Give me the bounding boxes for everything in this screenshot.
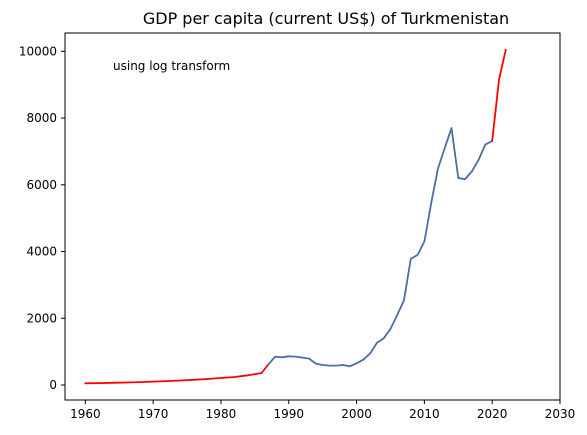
x-tick-label: 2020	[477, 407, 508, 421]
y-tick-label: 0	[49, 378, 57, 392]
series-line-estimated-early	[84, 363, 270, 385]
x-tick-label: 2000	[341, 407, 372, 421]
chart-title: GDP per capita (current US$) of Turkmeni…	[143, 9, 509, 28]
y-tick-label: 10000	[19, 44, 57, 58]
y-tick-label: 2000	[26, 311, 57, 325]
x-tick-label: 2030	[545, 407, 576, 421]
plot-frame	[64, 32, 561, 401]
plot-area	[84, 48, 507, 385]
y-tick-label: 4000	[26, 245, 57, 259]
x-tick-label: 1970	[138, 407, 169, 421]
series-line-estimated-late	[491, 48, 507, 142]
axes: 1960 1970 1980 1990 2000 2010 2020 2030 0 2000 400…	[19, 32, 576, 421]
x-tick-label: 1990	[273, 407, 304, 421]
x-tick-label: 1980	[206, 407, 237, 421]
chart-annotation: using log transform	[113, 59, 230, 73]
x-tick-label: 1960	[70, 407, 101, 421]
y-tick-label: 6000	[26, 178, 57, 192]
series-line-observed	[267, 127, 494, 368]
y-tick-label: 8000	[26, 111, 57, 125]
x-tick-label: 2010	[409, 407, 440, 421]
